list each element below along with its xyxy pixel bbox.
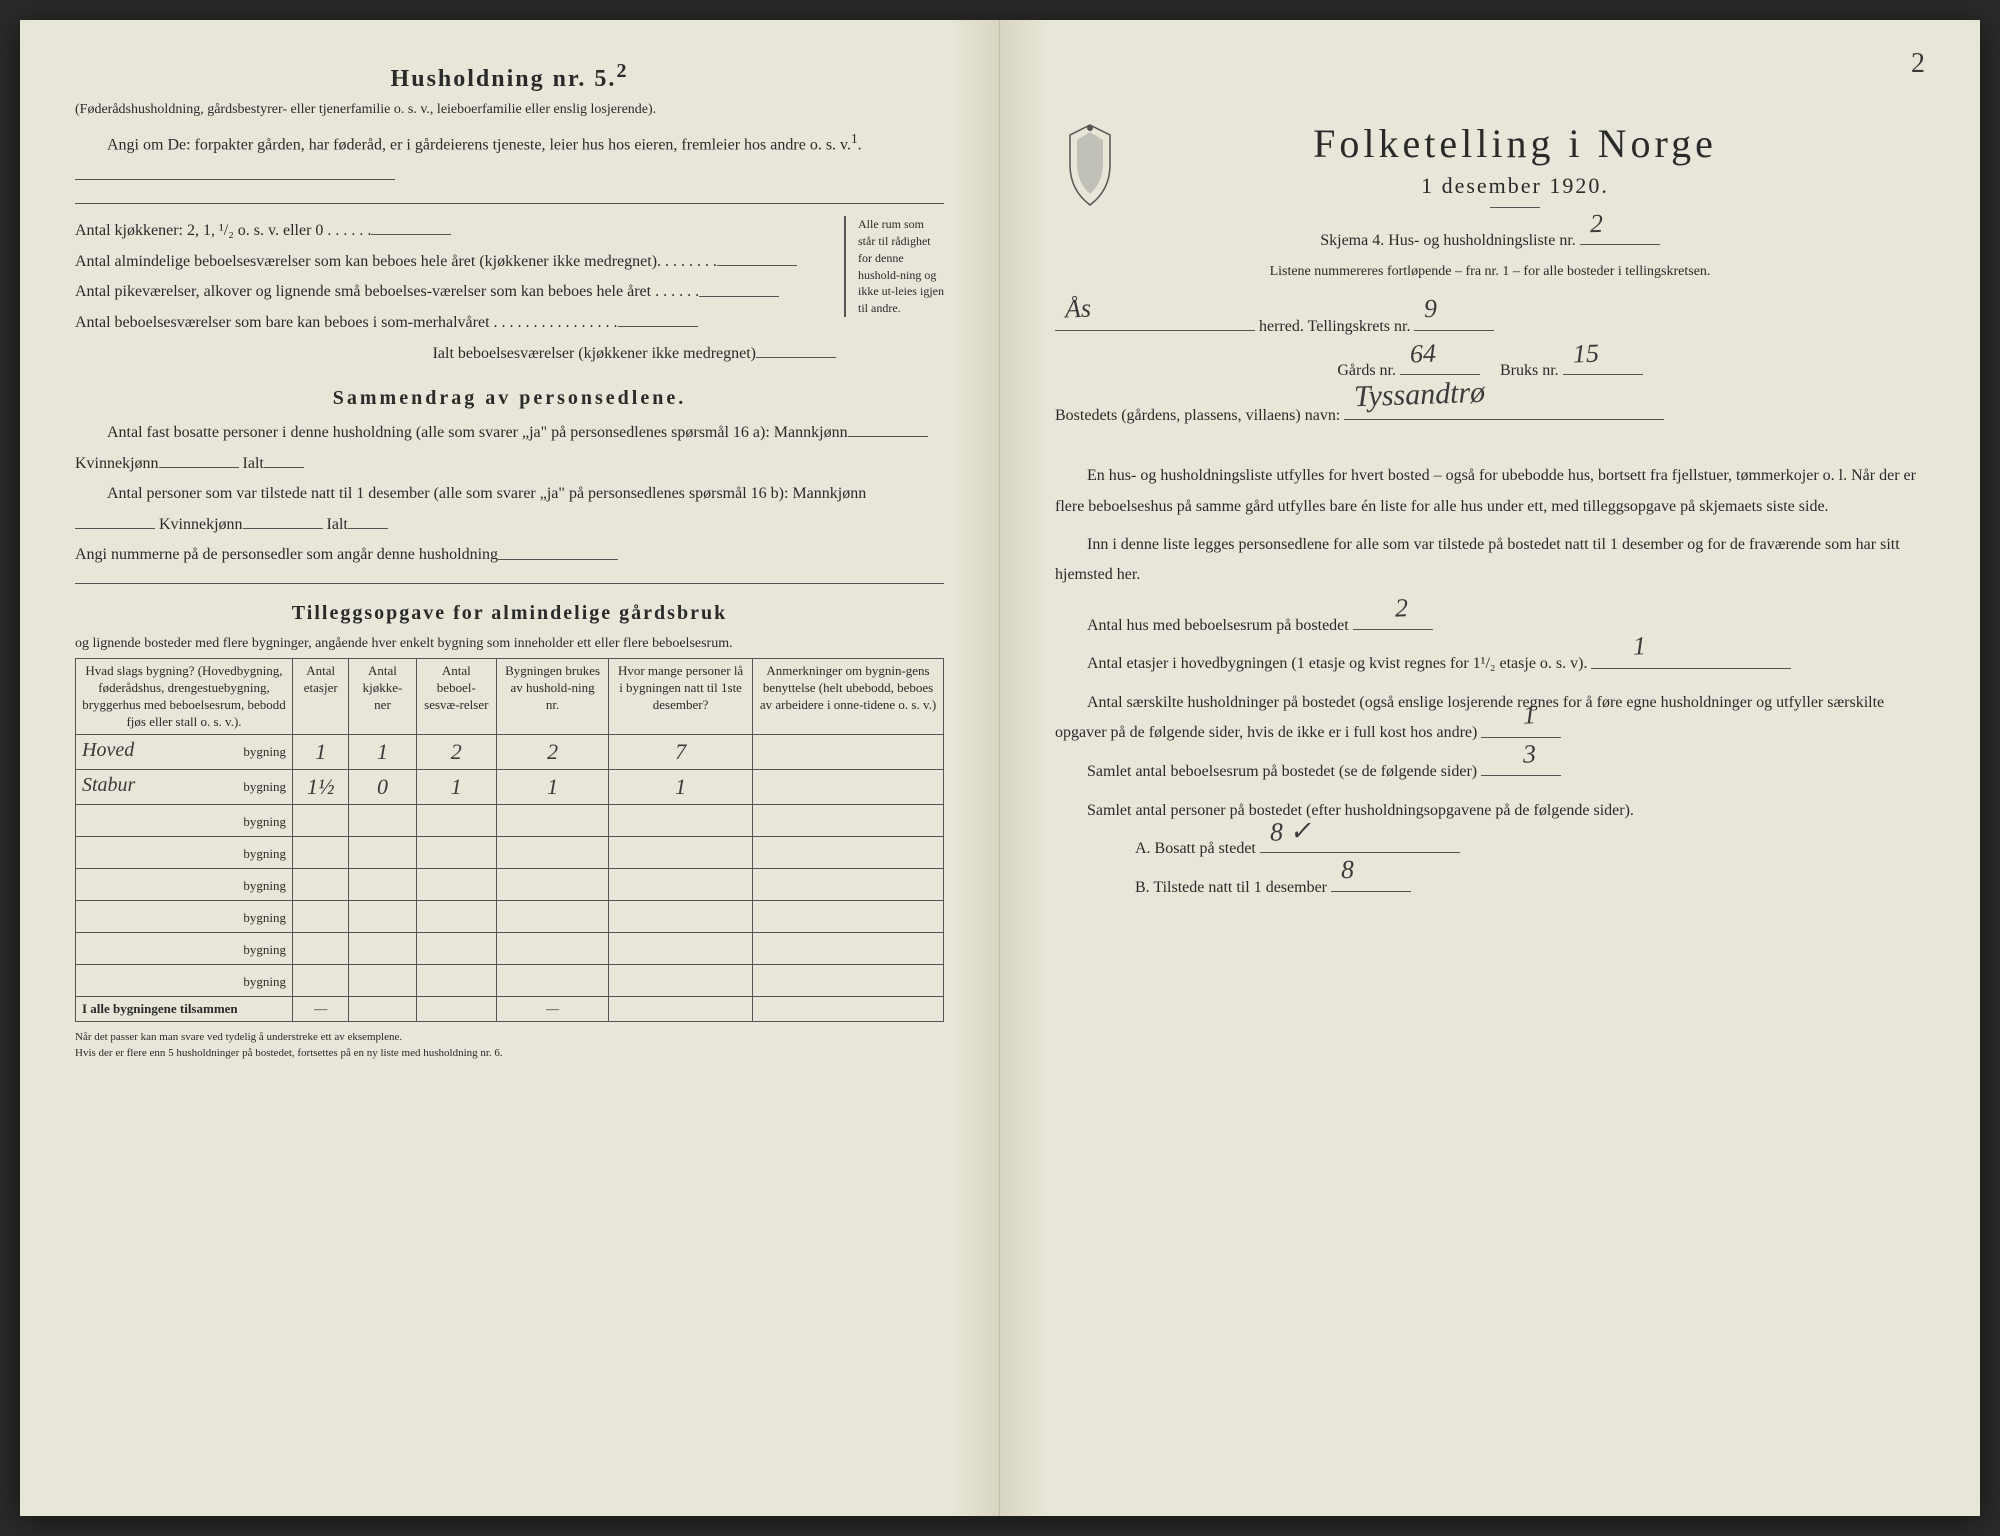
th-etasjer: Antal etasjer xyxy=(293,658,349,735)
qB: B. Tilstede natt til 1 desember 8 xyxy=(1135,873,1925,904)
q4: Samlet antal beboelsesrum på bostedet (s… xyxy=(1055,757,1925,788)
row-sommer: Antal beboelsesværelser som bare kan beb… xyxy=(75,308,836,339)
header-block: Folketelling i Norge 1 desember 1920. xyxy=(1055,120,1925,216)
intro-paren: (Føderådshusholdning, gårdsbestyrer- ell… xyxy=(75,99,944,120)
q5: Samlet antal personer på bostedet (efter… xyxy=(1055,796,1925,826)
q2: Antal etasjer i hovedbygningen (1 etasje… xyxy=(1055,649,1925,680)
skjema-line: Skjema 4. Hus- og husholdningsliste nr. … xyxy=(1055,226,1925,257)
table-row: Hovedbygning11227 xyxy=(76,735,944,770)
footnote: Når det passer kan man svare ved tydelig… xyxy=(75,1030,944,1061)
document-spread: Husholdning nr. 5.2 (Føderådshusholdning… xyxy=(20,20,1980,1516)
table-row: bygning xyxy=(76,805,944,837)
sammendrag-2: Antal personer som var tilstede natt til… xyxy=(75,479,944,540)
para1: En hus- og husholdningsliste utfylles fo… xyxy=(1055,461,1925,522)
herred-line: Ås herred. Tellingskrets nr. 9 xyxy=(1055,312,1925,343)
th-kjokkener: Antal kjøkke-ner xyxy=(349,658,416,735)
crest-icon xyxy=(1055,120,1125,210)
table-row: bygning xyxy=(76,837,944,869)
table-header-row: Hvad slags bygning? (Hovedbygning, føder… xyxy=(76,658,944,735)
row-kjokkener: Antal kjøkkener: 2, 1, ¹/₂ o. s. v. elle… xyxy=(75,216,836,247)
angi-line: Angi om De: forpakter gården, har føderå… xyxy=(75,126,944,191)
sammendrag-title: Sammendrag av personsedlene. xyxy=(75,387,944,410)
th-hushold: Bygningen brukes av hushold-ning nr. xyxy=(497,658,609,735)
page-number: 2 xyxy=(1911,48,1925,80)
th-type: Hvad slags bygning? (Hovedbygning, føder… xyxy=(76,658,293,735)
brace-note: Alle rum som står til rådighet for denne… xyxy=(844,216,944,317)
row-almindelige: Antal almindelige beboelsesværelser som … xyxy=(75,247,836,278)
building-table: Hvad slags bygning? (Hovedbygning, føder… xyxy=(75,658,944,1023)
sammendrag-1: Antal fast bosatte personer i denne hush… xyxy=(75,418,944,479)
table-row: Staburbygning1½0111 xyxy=(76,770,944,805)
table-row: bygning xyxy=(76,933,944,965)
left-page: Husholdning nr. 5.2 (Føderådshusholdning… xyxy=(20,20,1000,1516)
th-anm: Anmerkninger om bygnin-gens benyttelse (… xyxy=(753,658,944,735)
qA: A. Bosatt på stedet 8 ✓ xyxy=(1135,834,1925,865)
angi-nummerne: Angi nummerne på de personsedler som ang… xyxy=(75,540,944,571)
tillegg-title: Tilleggsopgave for almindelige gårdsbruk xyxy=(75,602,944,625)
subtitle: 1 desember 1920. xyxy=(1125,173,1905,199)
para2: Inn i denne liste legges personsedlene f… xyxy=(1055,530,1925,591)
tillegg-sub: og lignende bosteder med flere bygninger… xyxy=(75,633,944,654)
bosted-line: Bostedets (gårdens, plassens, villaens) … xyxy=(1055,401,1925,432)
th-personer: Hvor mange personer lå i bygningen natt … xyxy=(609,658,753,735)
right-page: 2 Folketelling i Norge 1 desember 1920. … xyxy=(1000,20,1980,1516)
th-beboelse: Antal beboel-sesvæ-relser xyxy=(416,658,497,735)
household-title: Husholdning nr. 5.2 xyxy=(75,60,944,93)
table-row: bygning xyxy=(76,901,944,933)
census-title-block: Folketelling i Norge 1 desember 1920. xyxy=(1125,120,1905,216)
listene-line: Listene nummereres fortløpende – fra nr.… xyxy=(1055,261,1925,282)
room-counts-block: Antal kjøkkener: 2, 1, ¹/₂ o. s. v. elle… xyxy=(75,216,944,369)
row-ialt: Ialt beboelsesværelser (kjøkkener ikke m… xyxy=(75,339,836,370)
table-total-row: I alle bygningene tilsammen — — xyxy=(76,997,944,1022)
q1: Antal hus med beboelsesrum på bostedet 2 xyxy=(1055,611,1925,642)
table-row: bygning xyxy=(76,869,944,901)
table-row: bygning xyxy=(76,965,944,997)
gards-line: Gårds nr. 64 Bruks nr. 15 xyxy=(1055,356,1925,387)
main-title: Folketelling i Norge xyxy=(1125,120,1905,167)
row-pike: Antal pikeværelser, alkover og lignende … xyxy=(75,277,836,308)
